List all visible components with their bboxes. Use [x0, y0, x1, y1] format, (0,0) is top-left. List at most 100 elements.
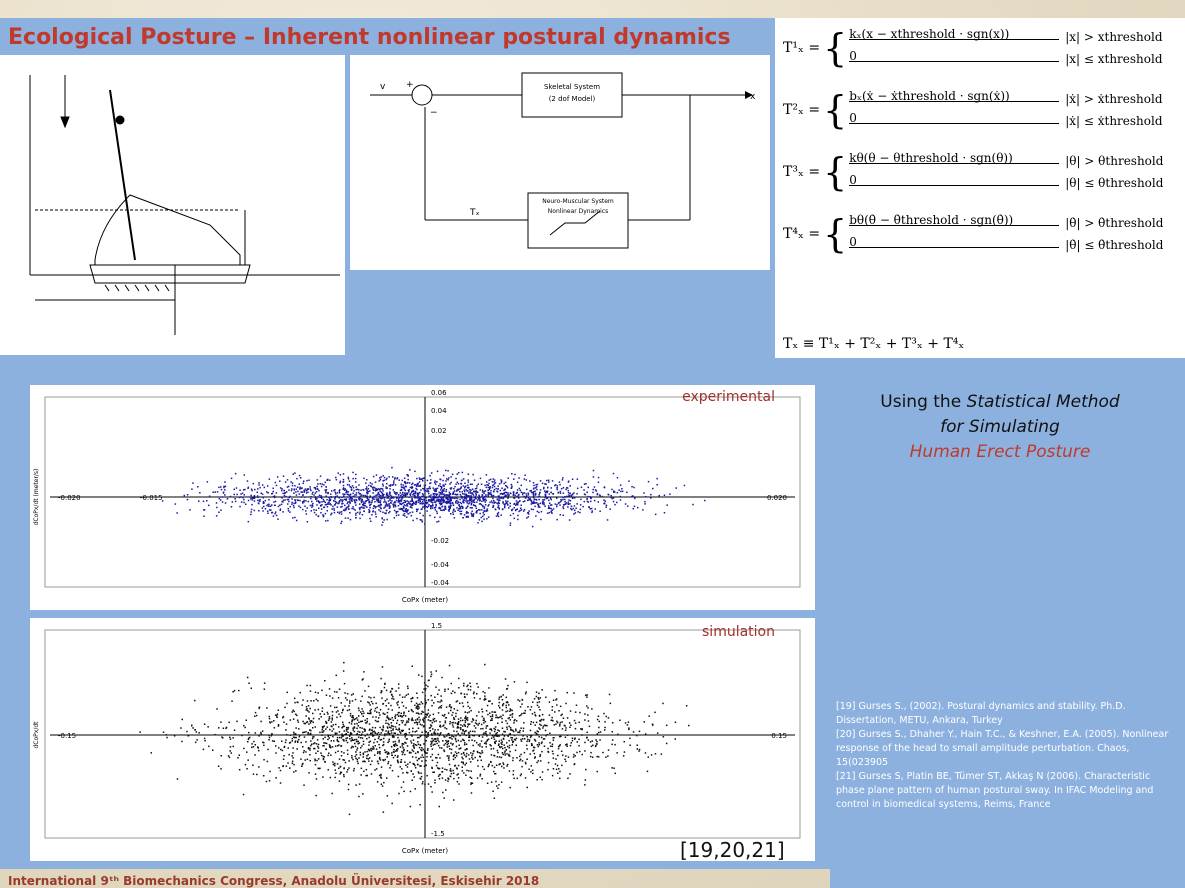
scatter-dot — [669, 493, 671, 495]
scatter-dot — [410, 495, 412, 497]
scatter-dot — [401, 787, 403, 789]
scatter-dot — [298, 739, 300, 741]
scatter-dot — [417, 719, 419, 721]
scatter-dot — [339, 492, 341, 494]
scatter-dot — [395, 726, 397, 728]
scatter-dot — [240, 493, 242, 495]
scatter-dot — [447, 734, 449, 736]
scatter-dot — [575, 755, 577, 757]
scatter-dot — [308, 723, 310, 725]
scatter-dot — [265, 500, 267, 502]
scatter-dot — [439, 757, 441, 759]
scatter-dot — [542, 499, 544, 501]
scatter-dot — [509, 755, 511, 757]
scatter-dot — [327, 726, 329, 728]
scatter-dot — [293, 507, 295, 509]
scatter-dot — [438, 492, 440, 494]
scatter-dot — [336, 733, 338, 735]
scatter-dot — [474, 697, 476, 699]
scatter-dot — [335, 501, 337, 503]
scatter-dot — [342, 722, 344, 724]
scatter-dot — [298, 721, 300, 723]
scatter-dot — [377, 494, 379, 496]
scatter-dot — [597, 719, 599, 721]
scatter-dot — [316, 778, 318, 780]
scatter-dot — [417, 704, 419, 706]
scatter-dot — [371, 502, 373, 504]
scatter-dot — [315, 773, 317, 775]
scatter-dot — [269, 718, 271, 720]
scatter-dot — [507, 487, 509, 489]
scatter-dot — [378, 736, 380, 738]
scatter-dot — [453, 493, 455, 495]
scatter-dot — [389, 507, 391, 509]
scatter-dot — [220, 721, 222, 723]
scatter-dot — [477, 686, 479, 688]
scatter-dot — [366, 718, 368, 720]
scatter-plot: simulation1.5-1.5-0.150.15CoPx (meter)dC… — [30, 618, 815, 861]
scatter-dot — [451, 693, 453, 695]
scatter-dot — [370, 748, 372, 750]
scatter-dot — [404, 513, 406, 515]
scatter-dot — [436, 720, 438, 722]
scatter-dot — [460, 729, 462, 731]
scatter-dot — [558, 710, 560, 712]
scatter-dot — [379, 506, 381, 508]
scatter-dot — [608, 717, 610, 719]
scatter-dot — [483, 722, 485, 724]
emphasis: for Simulating — [940, 417, 1060, 437]
scatter-dot — [412, 511, 414, 513]
scatter-dot — [411, 735, 413, 737]
scatter-dot — [423, 688, 425, 690]
scatter-dot — [363, 741, 365, 743]
scatter-dot — [483, 514, 485, 516]
scatter-dot — [275, 501, 277, 503]
scatter-dot — [597, 493, 599, 495]
scatter-dot — [467, 712, 469, 714]
scatter-dot — [450, 505, 452, 507]
scatter-dot — [267, 513, 269, 515]
scatter-dot — [278, 767, 280, 769]
scatter-dot — [545, 484, 547, 486]
scatter-dot — [322, 711, 324, 713]
scatter-dot — [413, 490, 415, 492]
scatter-dot — [348, 705, 350, 707]
scatter-dot — [482, 691, 484, 693]
scatter-dot — [305, 751, 307, 753]
scatter-dot — [403, 502, 405, 504]
scatter-dot — [458, 504, 460, 506]
scatter-dot — [194, 700, 196, 702]
scatter-dot — [532, 773, 534, 775]
scatter-dot — [464, 742, 466, 744]
scatter-dot — [187, 499, 189, 501]
scatter-dot — [494, 755, 496, 757]
scatter-dot — [295, 500, 297, 502]
scatter-dot — [451, 773, 453, 775]
scatter-dot — [451, 738, 453, 740]
scatter-dot — [518, 494, 520, 496]
scatter-dot — [533, 500, 535, 502]
scatter-dot — [419, 747, 421, 749]
scatter-dot — [343, 767, 345, 769]
scatter-dot — [552, 706, 554, 708]
scatter-dot — [335, 752, 337, 754]
scatter-dot — [512, 757, 514, 759]
scatter-dot — [383, 782, 385, 784]
scatter-dot — [500, 497, 502, 499]
scatter-dot — [443, 797, 445, 799]
scatter-dot — [396, 511, 398, 513]
scatter-dot — [532, 509, 534, 511]
scatter-dot — [235, 501, 237, 503]
scatter-dot — [514, 474, 516, 476]
scatter-dot — [437, 488, 439, 490]
scatter-dot — [501, 722, 503, 724]
scatter-dot — [346, 699, 348, 701]
scatter-dot — [376, 768, 378, 770]
scatter-dot — [333, 500, 335, 502]
scatter-dot — [281, 490, 283, 492]
scatter-dot — [485, 501, 487, 503]
scatter-dot — [541, 751, 543, 753]
scatter-dot — [402, 772, 404, 774]
scatter-dot — [513, 478, 515, 480]
scatter-dot — [409, 482, 411, 484]
